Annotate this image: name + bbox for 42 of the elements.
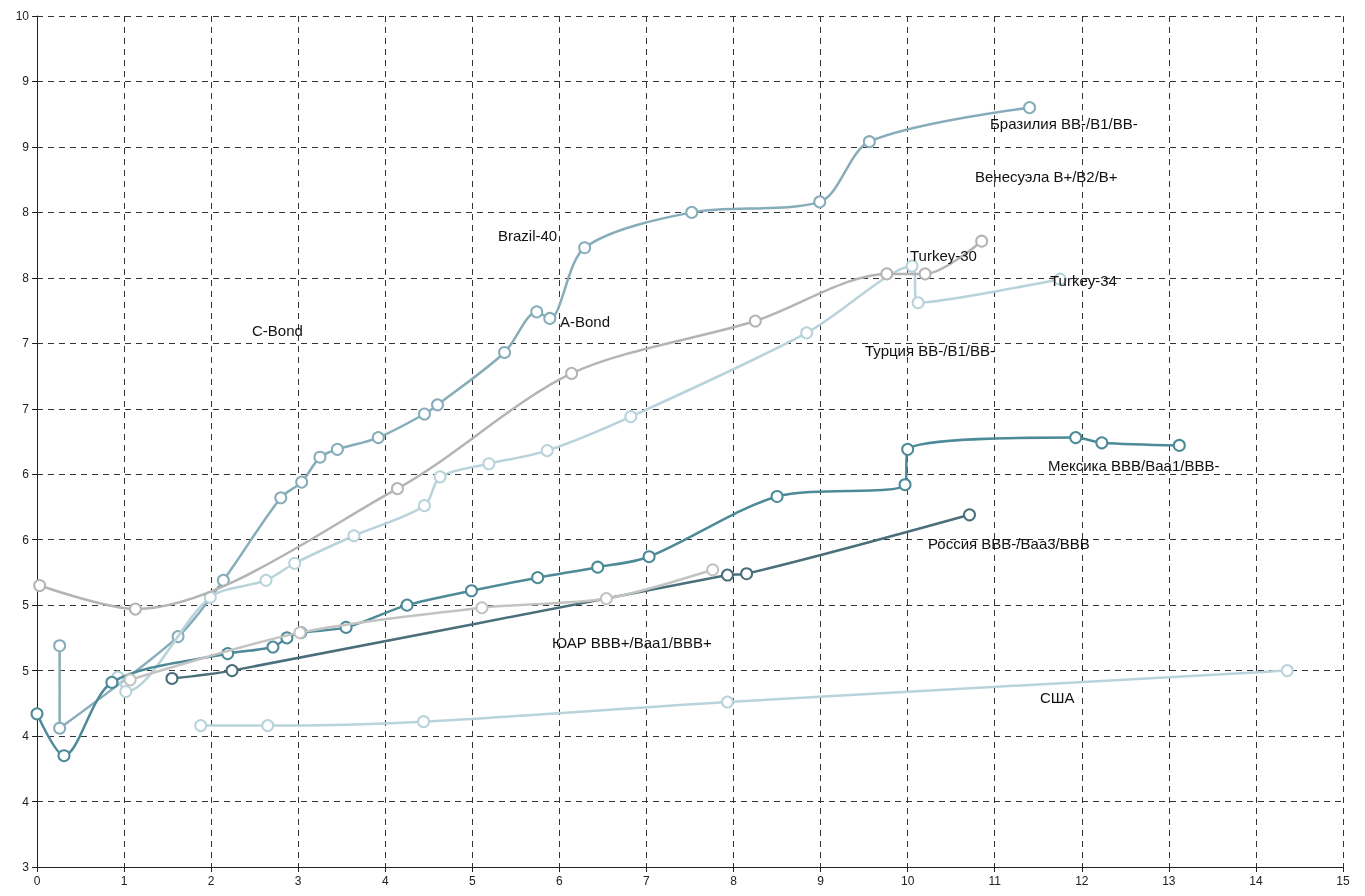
- y-tick-label: 8: [22, 205, 30, 220]
- x-tick-label: 3: [294, 874, 302, 888]
- y-tick-label: 9: [22, 139, 30, 154]
- y-tick-label: 7: [22, 336, 30, 351]
- y-tick-label: 6: [22, 467, 30, 482]
- annotation: Турция BB-/B1/BB-: [865, 341, 995, 359]
- x-tick-label: 11: [988, 874, 1002, 888]
- annotation: Мексика BBB/Baa1/BBB-: [1048, 456, 1220, 474]
- y-tick-label: 9: [22, 74, 30, 89]
- y-tick-label: 5: [22, 663, 30, 678]
- x-tick-label: 1: [120, 874, 128, 888]
- y-tick-label: 6: [22, 532, 30, 547]
- y-tick-label: 4: [22, 794, 30, 809]
- annotation: Turkey-34: [1050, 271, 1117, 289]
- annotation: Brazil-40: [498, 226, 558, 244]
- x-tick-label: 9: [817, 874, 825, 888]
- x-tick-label: 4: [381, 874, 389, 888]
- annotation: ЮАР BBB+/Baa1/BBB+: [552, 633, 712, 651]
- y-tick-label: 8: [22, 270, 30, 285]
- y-tick-label: 7: [22, 401, 30, 416]
- x-tick-label: 2: [207, 874, 215, 888]
- y-tick-label: 3: [22, 860, 30, 874]
- y-tick-label: 10: [15, 9, 30, 23]
- y-tick-label: 4: [22, 729, 30, 744]
- x-tick-label: 10: [900, 874, 915, 888]
- x-tick-label: 12: [1075, 874, 1089, 888]
- annotation: Бразилия BB-/B1/BB-: [990, 114, 1138, 132]
- x-tick-label: 6: [556, 874, 564, 888]
- x-tick-label: 8: [730, 874, 738, 888]
- y-tick-label: 5: [22, 598, 30, 613]
- x-tick-label: 5: [468, 874, 476, 888]
- x-tick-label: 0: [33, 874, 41, 888]
- x-tick-label: 7: [643, 874, 651, 888]
- annotation: Turkey-30: [910, 246, 977, 264]
- x-tick-label: 15: [1336, 874, 1350, 888]
- annotation: C-Bond: [252, 321, 303, 339]
- annotation: Россия BBB-/Baa3/BBB: [928, 534, 1090, 552]
- annotation: A-Bond: [560, 312, 611, 330]
- x-tick-label: 13: [1162, 874, 1176, 888]
- x-tick-label: 14: [1249, 874, 1263, 888]
- annotation: США: [1040, 688, 1075, 706]
- annotation: Венесуэла B+/B2/B+: [975, 167, 1118, 185]
